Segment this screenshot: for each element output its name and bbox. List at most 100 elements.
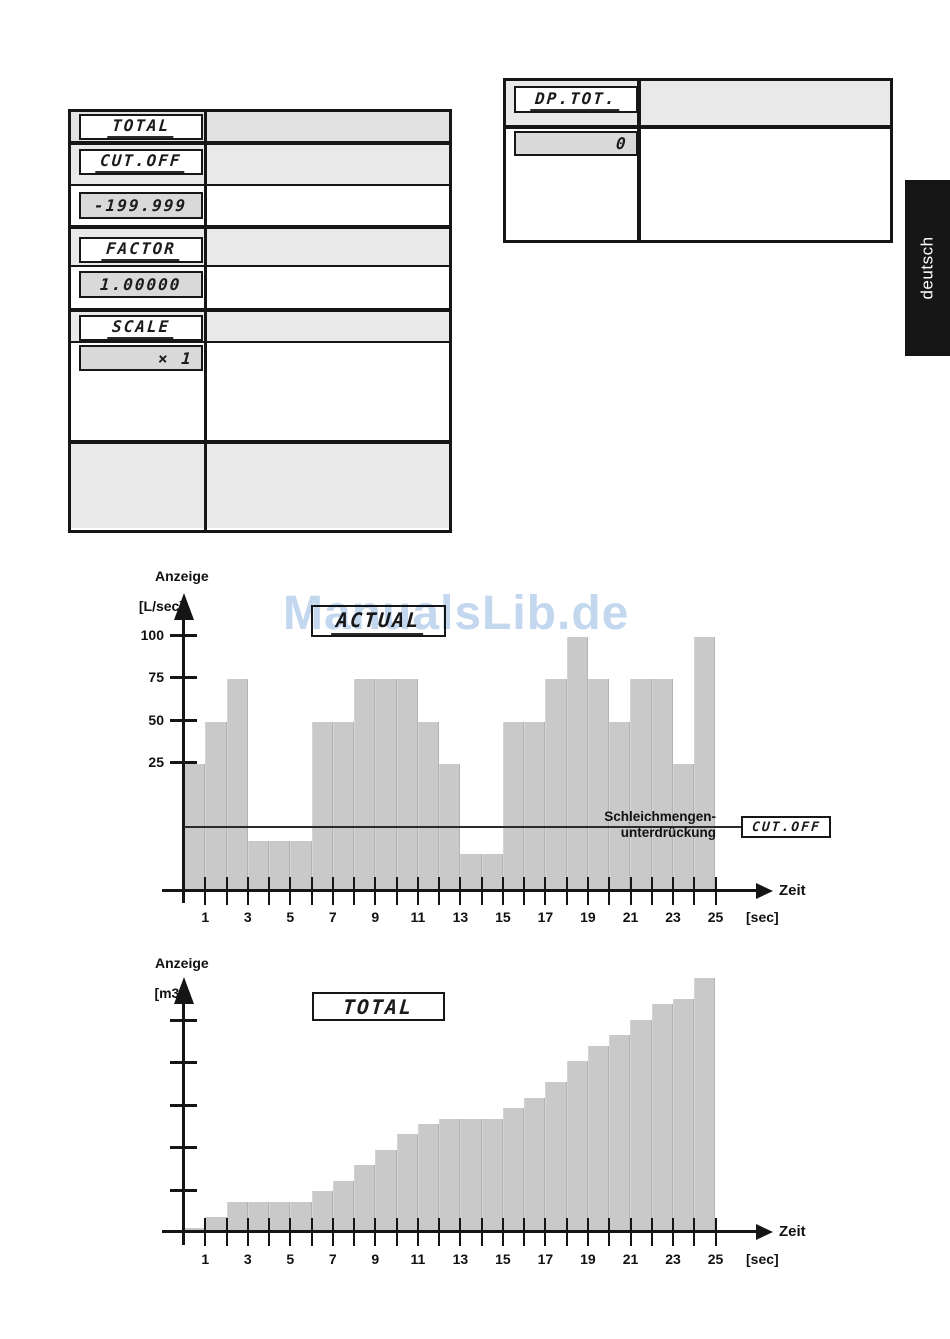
chart2-y-axis bbox=[182, 995, 185, 1245]
lcd-display-factor: FACTOR bbox=[79, 237, 203, 263]
bar-actual-sec-5 bbox=[269, 841, 291, 892]
bar-actual-sec-1 bbox=[184, 764, 206, 892]
lcd-text: -199.999 bbox=[93, 196, 189, 215]
lcd-display-scale: SCALE bbox=[79, 315, 203, 341]
bar-total-sec-18 bbox=[545, 1082, 567, 1233]
lcd-text: TOTAL bbox=[107, 116, 175, 138]
x-axis-label: 9 bbox=[371, 1251, 380, 1267]
cutoff-label-line1: Schleichmengen- bbox=[604, 809, 716, 824]
lcd-text: CUT.OFF bbox=[751, 819, 821, 835]
x-axis-label: 9 bbox=[371, 909, 380, 925]
lcd-display-total-title: TOTAL bbox=[312, 992, 445, 1021]
bar-total-sec-20 bbox=[587, 1045, 610, 1233]
x-axis-label: 17 bbox=[537, 1251, 554, 1267]
bar-actual-sec-25 bbox=[694, 637, 716, 892]
x-axis-tick bbox=[395, 877, 398, 905]
chart2-x-labels: 1 3 5 7 9 11 13 15 17 19 21 23 25 bbox=[184, 1251, 744, 1269]
x-axis-tick bbox=[246, 877, 249, 905]
x-axis-tick bbox=[353, 877, 356, 905]
chart1-x-axis-arrow-icon bbox=[756, 883, 773, 899]
table-row: -199.999 bbox=[71, 186, 449, 229]
bar-total-sec-6 bbox=[290, 1201, 312, 1233]
x-axis-tick bbox=[608, 877, 611, 905]
chart1-x-ticks bbox=[184, 877, 724, 905]
x-axis-tick bbox=[565, 877, 568, 905]
lcd-text: × 1 bbox=[157, 348, 194, 368]
dp-total-table: DP.TOT. 0 bbox=[503, 78, 893, 243]
table-row: 0 bbox=[506, 129, 890, 240]
bar-total-sec-15 bbox=[481, 1118, 503, 1233]
bar-actual-sec-17 bbox=[524, 722, 546, 892]
chart1-y-axis-title: Anzeige bbox=[155, 568, 209, 584]
x-axis-label: 1 bbox=[201, 909, 210, 925]
settings-table: TOTAL CUT.OFF -199.999 FACTOR 1.00000 SC bbox=[68, 109, 452, 533]
lcd-display-total: TOTAL bbox=[79, 114, 203, 140]
x-axis-tick bbox=[544, 1218, 547, 1246]
table-column-divider bbox=[204, 112, 207, 530]
x-axis-tick bbox=[480, 1218, 483, 1246]
x-axis-tick bbox=[331, 877, 334, 905]
x-axis-label: 25 bbox=[707, 909, 724, 925]
x-axis-tick bbox=[268, 877, 270, 905]
chart1-x-unit: [sec] bbox=[746, 909, 779, 925]
lcd-display-cutoff-value: -199.999 bbox=[79, 192, 203, 219]
bar-actual-sec-20 bbox=[587, 679, 610, 892]
table-row: 1.00000 bbox=[71, 267, 449, 312]
chart1-x-labels: 1 3 5 7 9 11 13 15 17 19 21 23 25 bbox=[184, 909, 744, 927]
x-axis-tick bbox=[650, 877, 653, 905]
x-axis-tick bbox=[353, 1218, 356, 1246]
bar-actual-sec-7 bbox=[311, 722, 333, 892]
x-axis-label: 25 bbox=[707, 1251, 724, 1267]
bar-actual-sec-4 bbox=[247, 841, 270, 892]
x-axis-label: 23 bbox=[665, 909, 681, 925]
bar-actual-sec-11 bbox=[396, 679, 418, 892]
x-axis-tick bbox=[650, 1218, 653, 1246]
y-axis-label: 100 bbox=[140, 627, 164, 643]
bar-actual-sec-19 bbox=[566, 637, 588, 892]
bar-total-sec-5 bbox=[269, 1201, 291, 1233]
x-axis-label: 23 bbox=[665, 1251, 681, 1267]
chart2-bars bbox=[184, 978, 716, 1233]
bar-actual-sec-2 bbox=[205, 722, 227, 892]
bar-total-sec-10 bbox=[375, 1149, 397, 1233]
x-axis-label: 15 bbox=[495, 1251, 511, 1267]
x-axis-label: 19 bbox=[580, 1251, 596, 1267]
bar-total-sec-11 bbox=[396, 1134, 418, 1233]
table-row: SCALE bbox=[71, 312, 449, 343]
lcd-display-cutoff-chart: CUT.OFF bbox=[741, 816, 831, 838]
x-axis-tick bbox=[204, 877, 207, 905]
lcd-display-actual-title: ACTUAL bbox=[311, 605, 446, 637]
x-axis-tick bbox=[459, 877, 462, 905]
bar-total-sec-13 bbox=[439, 1118, 461, 1233]
x-axis-tick bbox=[693, 1218, 696, 1246]
x-axis-tick bbox=[416, 1218, 419, 1246]
x-axis-tick bbox=[416, 877, 419, 905]
x-axis-tick bbox=[501, 877, 504, 905]
chart2-x-axis-title: Zeit bbox=[779, 1223, 806, 1240]
x-axis-tick bbox=[204, 1218, 207, 1246]
bar-actual-sec-22 bbox=[630, 679, 652, 892]
lcd-text: TOTAL bbox=[342, 994, 415, 1019]
chart1-y-unit: [L/sec] bbox=[138, 598, 184, 614]
table-row: DP.TOT. bbox=[506, 81, 890, 129]
x-axis-tick bbox=[480, 877, 483, 905]
x-axis-tick bbox=[544, 877, 547, 905]
lcd-display-cutoff: CUT.OFF bbox=[79, 149, 203, 175]
x-axis-label: 13 bbox=[452, 1251, 469, 1267]
x-axis-tick bbox=[629, 1218, 632, 1246]
lcd-display-factor-value: 1.00000 bbox=[79, 271, 203, 298]
x-axis-label: 13 bbox=[452, 909, 469, 925]
chart1-y-axis-arrow-icon bbox=[174, 593, 194, 620]
x-axis-tick bbox=[672, 877, 674, 905]
bar-actual-sec-13 bbox=[439, 764, 461, 892]
bar-actual-sec-14 bbox=[460, 854, 482, 892]
x-axis-label: 21 bbox=[622, 909, 639, 925]
bar-total-sec-21 bbox=[609, 1035, 631, 1233]
x-axis-tick bbox=[268, 1218, 270, 1246]
table-row: CUT.OFF bbox=[71, 145, 449, 186]
x-axis-tick bbox=[459, 1218, 462, 1246]
bar-total-sec-12 bbox=[417, 1123, 440, 1233]
bar-total-sec-25 bbox=[694, 978, 716, 1233]
cutoff-label-line2: unterdrückung bbox=[620, 825, 716, 840]
